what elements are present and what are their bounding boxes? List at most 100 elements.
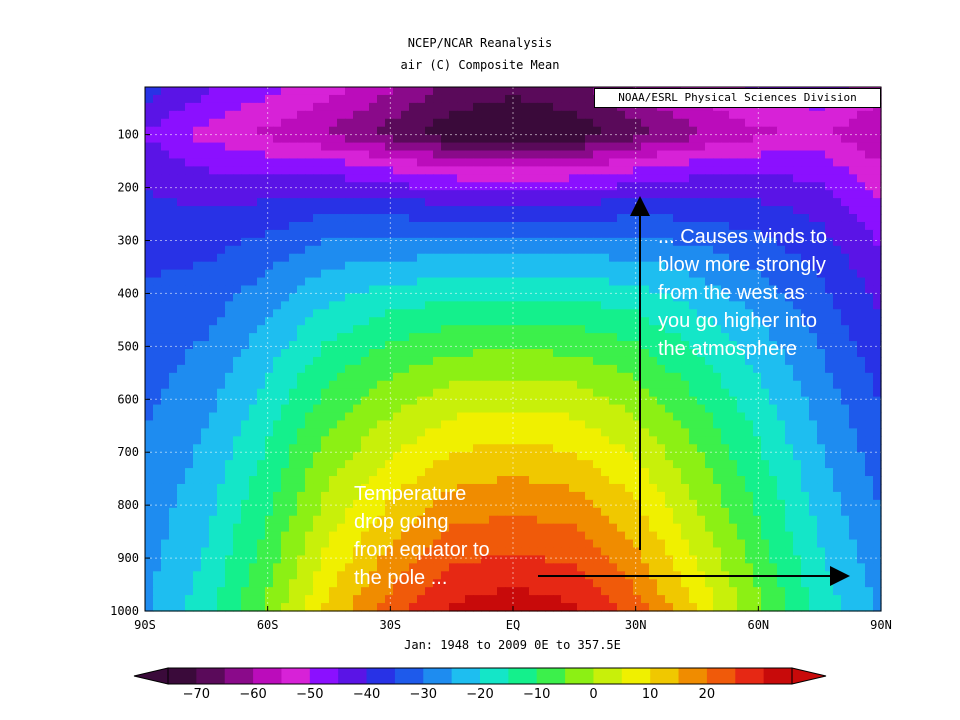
heatmap-cell	[337, 110, 346, 120]
heatmap-cell	[705, 269, 714, 279]
heatmap-cell	[281, 301, 290, 310]
heatmap-cell	[841, 142, 850, 152]
heatmap-cell	[841, 333, 850, 342]
heatmap-cell	[585, 253, 594, 263]
heatmap-cell	[777, 404, 786, 414]
heatmap-cell	[801, 317, 810, 326]
heatmap-cell	[585, 349, 594, 358]
heatmap-cell	[569, 285, 578, 295]
heatmap-cell	[825, 388, 834, 398]
heatmap-cell	[441, 380, 450, 390]
heatmap-cell	[649, 460, 658, 469]
heatmap-cell	[633, 190, 642, 199]
heatmap-cell	[265, 507, 274, 517]
heatmap-cell	[393, 245, 402, 255]
heatmap-cell	[377, 372, 386, 382]
heatmap-cell	[745, 174, 754, 183]
heatmap-cell	[153, 428, 162, 437]
heatmap-cell	[641, 476, 650, 485]
heatmap-cell	[505, 444, 514, 453]
heatmap-cell	[233, 126, 242, 136]
heatmap-cell	[417, 341, 426, 350]
heatmap-cell	[681, 229, 690, 239]
heatmap-cell	[257, 325, 266, 334]
heatmap-cell	[777, 309, 786, 318]
heatmap-cell	[345, 483, 354, 493]
heatmap-cell	[481, 428, 490, 437]
heatmap-cell	[297, 198, 306, 207]
heatmap-cell	[153, 301, 162, 310]
heatmap-cell	[761, 372, 770, 382]
heatmap-cell	[513, 483, 522, 493]
heatmap-cell	[377, 317, 386, 326]
heatmap-cell	[777, 325, 786, 334]
heatmap-cell	[553, 483, 562, 493]
heatmap-cell	[169, 198, 178, 207]
heatmap-cell	[193, 118, 202, 128]
heatmap-cell	[145, 102, 154, 112]
heatmap-cell	[713, 198, 722, 207]
heatmap-cell	[393, 483, 402, 493]
heatmap-cell	[233, 444, 242, 453]
heatmap-cell	[193, 261, 202, 271]
heatmap-cell	[145, 499, 154, 509]
heatmap-cell	[401, 333, 410, 342]
heatmap-cell	[633, 285, 642, 295]
heatmap-cell	[321, 150, 330, 160]
heatmap-cell	[633, 499, 642, 509]
heatmap-cell	[273, 388, 282, 398]
heatmap-cell	[873, 412, 882, 422]
heatmap-cell	[745, 333, 754, 342]
heatmap-cell	[681, 491, 690, 501]
heatmap-cell	[673, 428, 682, 437]
heatmap-cell	[257, 285, 266, 295]
heatmap-cell	[705, 491, 714, 501]
heatmap-cell	[513, 309, 522, 318]
heatmap-cell	[625, 325, 634, 334]
heatmap-cell	[177, 126, 186, 136]
heatmap-cell	[289, 182, 298, 191]
heatmap-cell	[193, 325, 202, 334]
heatmap-cell	[441, 349, 450, 358]
heatmap-cell	[641, 118, 650, 128]
heatmap-cell	[865, 110, 874, 120]
heatmap-cell	[241, 277, 250, 287]
heatmap-cell	[601, 364, 610, 374]
heatmap-cell	[449, 301, 458, 310]
heatmap-cell	[313, 412, 322, 422]
heatmap-cell	[417, 110, 426, 120]
heatmap-cell	[465, 174, 474, 183]
heatmap-cell	[617, 150, 626, 160]
heatmap-cell	[161, 483, 170, 493]
heatmap-cell	[649, 420, 658, 429]
heatmap-cell	[241, 380, 250, 390]
heatmap-cell	[665, 118, 674, 128]
heatmap-cell	[681, 198, 690, 207]
heatmap-cell	[473, 499, 482, 509]
heatmap-cell	[233, 94, 242, 104]
heatmap-cell	[177, 102, 186, 112]
heatmap-cell	[849, 333, 858, 342]
heatmap-cell	[217, 452, 226, 461]
heatmap-cell	[177, 372, 186, 382]
heatmap-cell	[193, 309, 202, 318]
heatmap-cell	[753, 372, 762, 382]
heatmap-cell	[329, 396, 338, 406]
heatmap-cell	[521, 333, 530, 342]
heatmap-cell	[689, 499, 698, 509]
heatmap-cell	[537, 317, 546, 326]
heatmap-cell	[641, 301, 650, 310]
heatmap-cell	[793, 245, 802, 255]
heatmap-cell	[857, 491, 866, 501]
heatmap-cell	[473, 134, 482, 144]
heatmap-cell	[161, 126, 170, 136]
heatmap-cell	[433, 436, 442, 445]
heatmap-cell	[225, 182, 234, 191]
heatmap-cell	[609, 142, 618, 152]
heatmap-cell	[441, 253, 450, 263]
heatmap-cell	[209, 237, 218, 247]
heatmap-cell	[857, 301, 866, 310]
heatmap-cell	[217, 515, 226, 525]
heatmap-cell	[753, 444, 762, 453]
heatmap-cell	[257, 253, 266, 263]
